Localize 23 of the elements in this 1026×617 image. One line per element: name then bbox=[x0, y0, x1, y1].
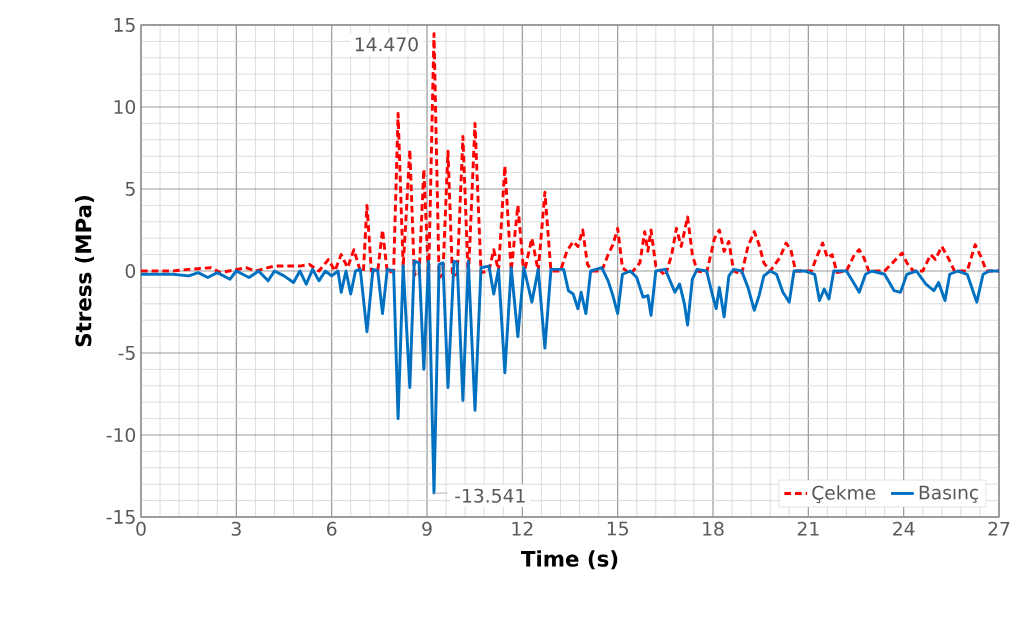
x-tick-label: 0 bbox=[136, 521, 146, 536]
y-tick-label: 5 bbox=[125, 182, 135, 196]
y-tick-label: 15 bbox=[114, 18, 135, 32]
x-tick-label: 18 bbox=[703, 521, 724, 536]
x-tick-label: 15 bbox=[607, 521, 628, 536]
y-tick-label: -5 bbox=[118, 346, 135, 360]
legend-label: Çekme bbox=[812, 485, 876, 504]
x-axis-title: Time (s) bbox=[521, 550, 618, 570]
annotation: 14.470 bbox=[355, 37, 418, 52]
x-tick-label: 27 bbox=[988, 521, 1010, 536]
x-tick-label: 3 bbox=[231, 521, 241, 536]
x-tick-label: 21 bbox=[797, 521, 819, 536]
x-tick-label: 6 bbox=[327, 521, 337, 536]
y-axis-title: Stress (MPa) bbox=[74, 196, 94, 347]
y-tick-label: 0 bbox=[125, 263, 136, 279]
x-tick-label: 12 bbox=[512, 521, 533, 536]
y-tick-label: -15 bbox=[106, 510, 135, 524]
y-tick-label: -10 bbox=[106, 427, 136, 443]
x-tick-label: 9 bbox=[422, 521, 432, 536]
legend-label: Basınç bbox=[919, 485, 979, 503]
annotation: -13.541 bbox=[455, 488, 525, 503]
x-tick-label: 24 bbox=[893, 521, 915, 536]
y-tick-label: 10 bbox=[114, 99, 136, 115]
